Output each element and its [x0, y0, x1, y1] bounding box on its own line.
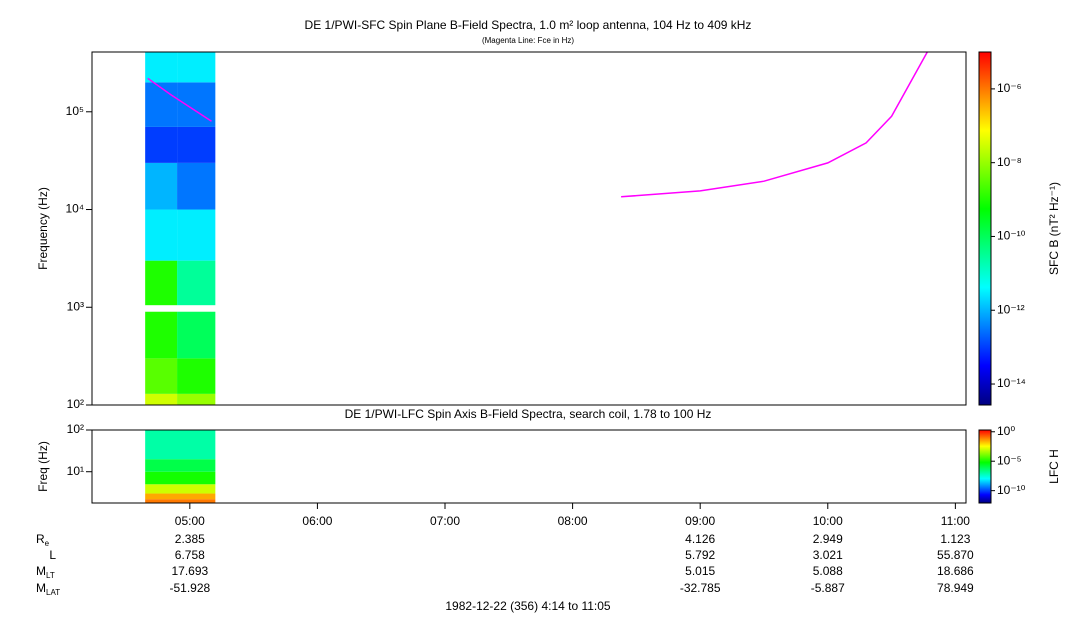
- spectrogram-cell: [177, 311, 216, 359]
- chart-title: DE 1/PWI-SFC Spin Plane B-Field Spectra,…: [305, 18, 752, 32]
- spectrogram-cell: [145, 162, 178, 210]
- x-tick-label: 07:00: [430, 514, 460, 528]
- ephemeris-value: 6.758: [175, 548, 205, 562]
- spectrogram-cell: [145, 311, 178, 359]
- row-label-main: M: [36, 564, 46, 578]
- x-tick-label: 05:00: [175, 514, 205, 528]
- colorbar-label: SFC B (nT² Hz⁻¹): [1047, 182, 1061, 275]
- spectrogram-cell: [177, 393, 216, 405]
- colorbar-tick-label: 10⁻⁵: [997, 453, 1022, 467]
- ephemeris-value: 17.693: [171, 564, 208, 578]
- row-label-main: R: [36, 532, 45, 546]
- spectrogram-cell: [177, 162, 216, 210]
- ephemeris-value: -5.887: [811, 581, 845, 595]
- spectrogram-cell: [145, 471, 216, 485]
- y-tick-label: 10²: [67, 422, 84, 436]
- row-label-main: L: [49, 548, 56, 562]
- fce-line: [147, 51, 928, 198]
- ephemeris-value: 2.385: [175, 532, 205, 546]
- x-tick-label: 11:00: [941, 514, 970, 528]
- ephemeris-value: 78.949: [937, 581, 974, 595]
- x-tick-label: 08:00: [558, 514, 588, 528]
- spectrogram-cell: [177, 260, 216, 306]
- spectrogram-cell: [145, 52, 178, 83]
- y-axis-label: Freq (Hz): [36, 441, 50, 492]
- spectrogram-cell: [145, 82, 178, 127]
- row-label-sub: LT: [46, 571, 55, 580]
- ephemeris-value: 18.686: [937, 564, 974, 578]
- y-tick-label: 10²: [67, 397, 84, 411]
- colorbar: [978, 51, 992, 406]
- colorbar-tick-label: 10⁻⁸: [997, 155, 1022, 169]
- ephemeris-value: -32.785: [680, 581, 721, 595]
- spectrogram-cell: [145, 484, 216, 494]
- colorbar-tick-label: 10⁰: [997, 424, 1015, 438]
- spectrogram-cell: [177, 209, 216, 261]
- spectrogram-cell: [145, 430, 216, 460]
- colorbar-tick-label: 10⁻¹⁴: [997, 376, 1026, 390]
- spectrogram-cell: [145, 499, 216, 503]
- spectrogram-cell: [177, 52, 216, 83]
- colorbar: [978, 429, 992, 504]
- spectrogram-cell: [145, 393, 178, 405]
- ephemeris-value: 4.126: [685, 532, 715, 546]
- row-label: L: [49, 548, 56, 562]
- row-label-sub: LAT: [46, 588, 60, 597]
- y-tick-label: 10¹: [67, 464, 84, 478]
- colorbar-label: LFC H: [1047, 449, 1061, 484]
- row-label: Re: [36, 532, 50, 548]
- y-tick-label: 10³: [67, 299, 84, 313]
- ephemeris-value: 5.088: [813, 564, 843, 578]
- spectrogram-cell: [145, 260, 178, 306]
- colorbar-tick-label: 10⁻¹²: [997, 302, 1025, 316]
- colorbar-tick-label: 10⁻⁶: [997, 81, 1022, 95]
- x-tick-label: 06:00: [302, 514, 332, 528]
- row-label: MLAT: [36, 581, 60, 597]
- ephemeris-value: 5.015: [685, 564, 715, 578]
- footer: 1982-12-22 (356) 4:14 to 11:05: [445, 599, 611, 613]
- ephemeris-value: 1.123: [940, 532, 970, 546]
- row-label: MLT: [36, 564, 55, 580]
- x-tick-label: 10:00: [813, 514, 843, 528]
- plot-frame: [91, 429, 967, 504]
- y-axis-label: Frequency (Hz): [36, 187, 50, 270]
- y-tick-label: 10⁵: [66, 104, 84, 118]
- ephemeris-value: 55.870: [937, 548, 974, 562]
- ephemeris-value: 5.792: [685, 548, 715, 562]
- spectrogram-cell: [145, 126, 178, 163]
- chart-subtitle: (Magenta Line: Fce in Hz): [482, 36, 574, 45]
- spectrogram-cell: [145, 358, 178, 394]
- spectrogram-cell: [145, 209, 178, 261]
- chart-title: DE 1/PWI-LFC Spin Axis B-Field Spectra, …: [345, 407, 712, 421]
- spectrogram-cell: [145, 459, 216, 472]
- plot-frame: [91, 51, 967, 406]
- spectrogram-cell: [145, 493, 216, 500]
- ephemeris-value: -51.928: [169, 581, 210, 595]
- spectrogram-cell: [177, 126, 216, 163]
- row-label-main: M: [36, 581, 46, 595]
- spectrogram-cell: [177, 358, 216, 394]
- ephemeris-value: 2.949: [813, 532, 843, 546]
- y-tick-label: 10⁴: [65, 202, 84, 216]
- colorbar-tick-label: 10⁻¹⁰: [997, 483, 1026, 497]
- x-tick-label: 09:00: [685, 514, 715, 528]
- colorbar-tick-label: 10⁻¹⁰: [997, 229, 1026, 243]
- row-label-sub: e: [45, 539, 50, 548]
- ephemeris-value: 3.021: [813, 548, 843, 562]
